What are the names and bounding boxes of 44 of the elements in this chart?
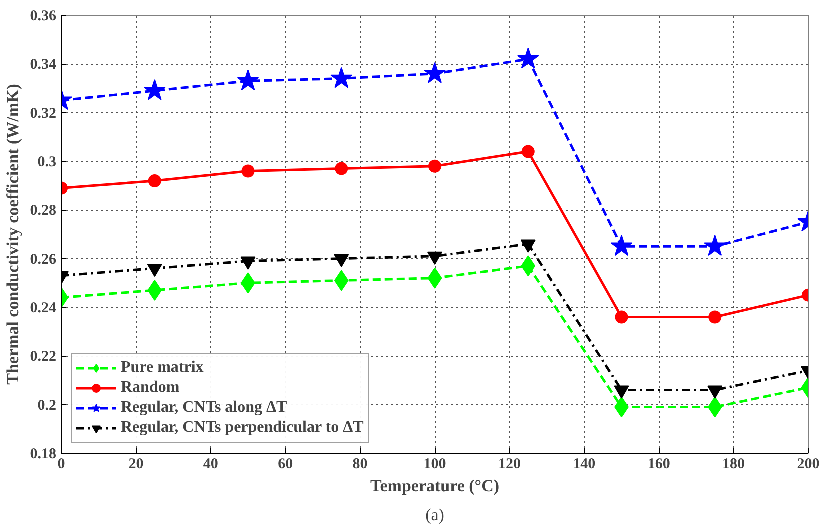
x-tick-label: 120 [498, 456, 521, 472]
point [148, 174, 162, 188]
point [144, 79, 166, 100]
y-axis-title: Thermal conductivity coefficient (W/mK) [3, 84, 22, 385]
point [335, 162, 348, 176]
x-tick-label: 80 [352, 456, 368, 472]
x-tick-label: 60 [278, 456, 294, 472]
y-tick-label: 0.22 [30, 349, 56, 366]
legend-label: Regular, CNTs along ΔT [121, 399, 288, 417]
point [517, 48, 540, 69]
x-tick-label: 40 [203, 456, 218, 472]
y-tick-label: 0.18 [30, 446, 56, 462]
point [242, 164, 255, 178]
point [428, 160, 442, 173]
point [522, 145, 535, 158]
point [610, 235, 633, 256]
y-tick-label: 0.3 [38, 154, 56, 170]
point [708, 310, 722, 324]
point [704, 235, 726, 256]
point [614, 386, 630, 399]
x-axis-title: Temperature (°C) [370, 476, 500, 496]
x-tick-label: 160 [648, 456, 670, 472]
point [615, 310, 628, 324]
text: (a) [426, 506, 444, 524]
y-tick-label: 0.28 [30, 203, 56, 220]
x-tick-label: 100 [424, 456, 446, 472]
point [424, 62, 446, 84]
legend-label: Random [121, 379, 180, 397]
x-tick-label: 180 [722, 456, 746, 472]
x-tick-label: 200 [797, 456, 820, 472]
x-tick-label: 140 [573, 456, 596, 472]
point [330, 67, 353, 88]
x-tick-label: 0 [58, 456, 66, 472]
y-tick-label: 0.24 [30, 300, 57, 316]
y-tick-label: 0.32 [30, 106, 56, 122]
y-tick-label: 0.26 [30, 252, 57, 268]
x-tick-label: 20 [128, 456, 144, 472]
y-tick-label: 0.2 [38, 398, 56, 414]
legend-label: Regular, CNTs perpendicular to ΔT [121, 419, 364, 437]
point [237, 70, 260, 91]
legend-label: Pure matrix [121, 359, 204, 377]
y-tick-label: 0.36 [30, 8, 57, 24]
point [708, 386, 723, 399]
y-tick-label: 0.34 [30, 57, 57, 74]
